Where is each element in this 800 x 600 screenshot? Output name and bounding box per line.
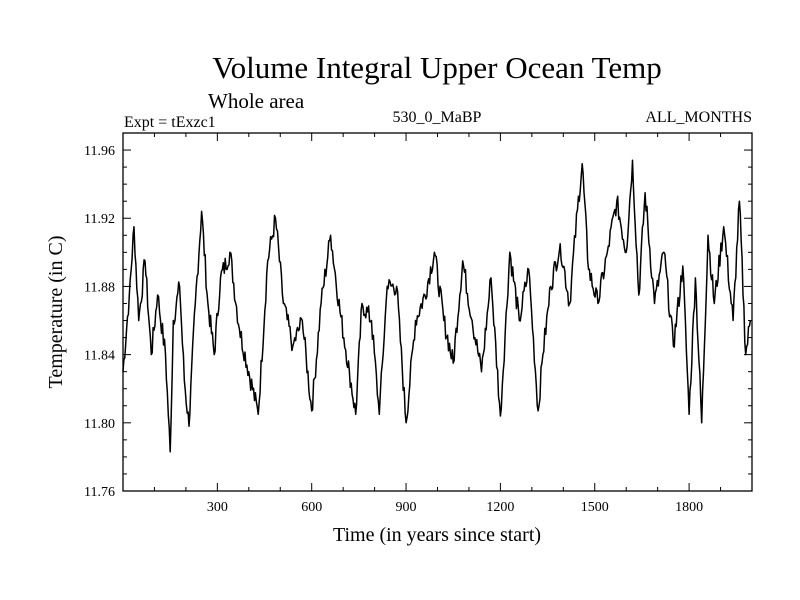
chart-title: Volume Integral Upper Ocean Temp — [212, 50, 662, 85]
y-axis-ticks: 11.76 11.80 11.84 11.88 11.92 11.96 — [84, 144, 752, 500]
y-tick-label: 11.76 — [84, 485, 115, 500]
months-label: ALL_MONTHS — [645, 109, 752, 126]
chart-subtitle: Whole area — [208, 89, 305, 113]
x-tick-label: 1500 — [581, 500, 609, 515]
series-line — [122, 159, 752, 453]
y-tick-label: 11.88 — [84, 280, 115, 295]
x-tick-label: 300 — [207, 500, 228, 515]
x-axis-ticks: 300 600 900 1200 1500 1800 — [153, 133, 722, 515]
y-axis-label: Temperature (in C) — [45, 236, 67, 389]
period-label: 530_0_MaBP — [393, 109, 482, 126]
x-tick-label: 600 — [301, 500, 322, 515]
y-tick-label: 11.92 — [84, 212, 115, 227]
y-tick-label: 11.96 — [84, 144, 115, 159]
y-tick-label: 11.84 — [84, 349, 115, 364]
x-tick-label: 1200 — [486, 500, 514, 515]
series-layer — [122, 159, 752, 453]
expt-label: Expt = tExzc1 — [124, 114, 216, 131]
x-tick-label: 1800 — [675, 500, 703, 515]
y-tick-label: 11.80 — [84, 417, 115, 432]
x-axis-label: Time (in years since start) — [333, 524, 541, 546]
x-tick-label: 900 — [396, 500, 417, 515]
